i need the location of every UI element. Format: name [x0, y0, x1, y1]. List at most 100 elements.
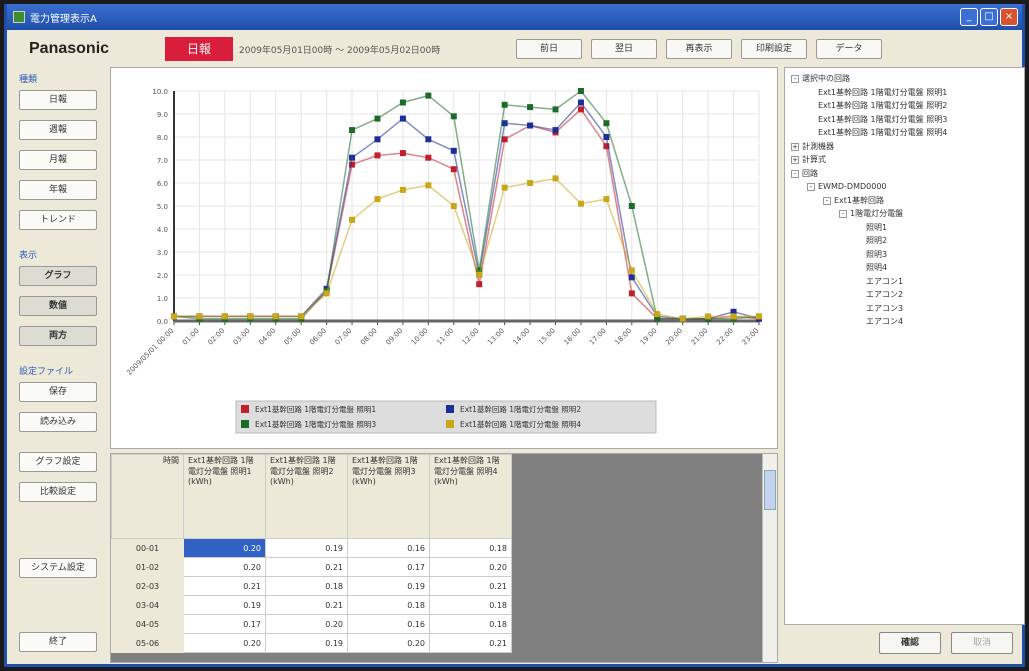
graph-view-button[interactable]: グラフ	[19, 266, 97, 286]
table-cell[interactable]: 0.21	[429, 633, 512, 653]
table-cell[interactable]: 0.20	[183, 557, 266, 577]
prev-day-button[interactable]: 前日	[516, 39, 582, 59]
expand-icon[interactable]: +	[791, 142, 799, 151]
table-cell[interactable]: 0.18	[429, 595, 512, 615]
table-cell[interactable]: 0.20	[183, 633, 266, 653]
collapse-icon[interactable]: -	[823, 196, 831, 205]
next-day-button[interactable]: 翌日	[591, 39, 657, 59]
table-row[interactable]: 01-02 0.20 0.21 0.17 0.20	[111, 557, 512, 577]
data-point	[399, 115, 406, 122]
table-cell[interactable]: 0.21	[265, 557, 348, 577]
tree-item[interactable]: - 選択中の回路	[791, 72, 1018, 86]
close-button[interactable]: ×	[1000, 8, 1018, 26]
tree-item[interactable]: エアコン2	[791, 288, 1018, 302]
tree-item[interactable]: Ext1基幹回路 1階電灯分電盤 照明3	[791, 113, 1018, 127]
ok-button[interactable]: 確認	[879, 632, 941, 654]
tree-item[interactable]: エアコン4	[791, 315, 1018, 329]
both-view-button[interactable]: 両方	[19, 326, 97, 346]
tree-item-label: 回路	[802, 168, 818, 178]
table-cell[interactable]: 0.18	[429, 614, 512, 634]
tree-item[interactable]: Ext1基幹回路 1階電灯分電盤 照明1	[791, 86, 1018, 100]
x-tick-label: 05:00	[283, 327, 303, 347]
tree-item[interactable]: - EWMD-DMD0000	[791, 180, 1018, 194]
collapse-icon[interactable]: -	[791, 169, 799, 178]
table-cell[interactable]: 0.20	[429, 557, 512, 577]
refresh-button[interactable]: 再表示	[666, 39, 732, 59]
tree-item[interactable]: + 計測機器	[791, 140, 1018, 154]
table-cell[interactable]: 0.18	[429, 538, 512, 558]
y-tick-label: 10.0	[152, 88, 168, 96]
tree-item[interactable]: + 計算式	[791, 153, 1018, 167]
table-row[interactable]: 05-06 0.20 0.19 0.20 0.21	[111, 633, 512, 653]
maximize-button[interactable]: □	[980, 8, 998, 26]
table-row[interactable]: 02-03 0.21 0.18 0.19 0.21	[111, 576, 512, 596]
tree-item-label: Ext1基幹回路 1階電灯分電盤 照明2	[818, 101, 948, 110]
tree-item[interactable]: エアコン3	[791, 302, 1018, 316]
daily-button[interactable]: 日報	[19, 90, 97, 110]
table-cell[interactable]: 0.19	[183, 595, 266, 615]
save-button[interactable]: 保存	[19, 382, 97, 402]
print-settings-button[interactable]: 印刷設定	[741, 39, 807, 59]
data-point	[196, 313, 203, 320]
graph-settings-button[interactable]: グラフ設定	[19, 452, 97, 472]
tree-item[interactable]: 照明4	[791, 261, 1018, 275]
tree-item[interactable]: Ext1基幹回路 1階電灯分電盤 照明2	[791, 99, 1018, 113]
table-cell[interactable]: 0.19	[347, 576, 430, 596]
collapse-icon[interactable]: -	[839, 210, 847, 218]
table-cell[interactable]: 0.21	[183, 576, 266, 596]
y-tick-label: 7.0	[157, 157, 168, 165]
table-cell[interactable]: 0.20	[183, 538, 266, 558]
table-cell[interactable]: 0.20	[347, 633, 430, 653]
tree-item[interactable]: -1階電灯分電盤	[791, 207, 1018, 221]
tree-item-label: 計測機器	[802, 141, 834, 151]
table-cell[interactable]: 0.19	[265, 538, 348, 558]
scrollbar-thumb[interactable]	[764, 470, 776, 510]
x-tick-label: 11:00	[435, 327, 455, 347]
data-point	[552, 175, 559, 182]
exit-button[interactable]: 終了	[19, 632, 97, 652]
data-point	[399, 186, 406, 193]
table-cell[interactable]: 0.16	[347, 614, 430, 634]
monthly-button[interactable]: 月報	[19, 150, 97, 170]
cancel-button[interactable]: 取消	[951, 632, 1013, 654]
table-cell[interactable]: 0.17	[183, 614, 266, 634]
numeric-view-button[interactable]: 数値	[19, 296, 97, 316]
column-header[interactable]: Ext1基幹回路 1階電灯分電盤 照明4 (kWh)	[429, 454, 512, 539]
data-grid: 時間 Ext1基幹回路 1階電灯分電盤 照明1 (kWh) Ext1基幹回路 1…	[110, 453, 778, 663]
table-cell[interactable]: 0.20	[265, 614, 348, 634]
tree-item[interactable]: 照明3	[791, 248, 1018, 262]
tree-item[interactable]: - 回路	[791, 167, 1018, 181]
table-row[interactable]: 04-05 0.17 0.20 0.16 0.18	[111, 614, 512, 634]
minimize-button[interactable]: _	[960, 8, 978, 26]
table-cell[interactable]: 0.19	[265, 633, 348, 653]
trend-button[interactable]: トレンド	[19, 210, 97, 230]
column-header[interactable]: Ext1基幹回路 1階電灯分電盤 照明1 (kWh)	[183, 454, 266, 539]
tree-item[interactable]: 照明2	[791, 234, 1018, 248]
tree-item-label: エアコン3	[866, 303, 904, 313]
column-header[interactable]: Ext1基幹回路 1階電灯分電盤 照明3 (kWh)	[347, 454, 430, 539]
vertical-scrollbar[interactable]	[762, 454, 777, 662]
load-button[interactable]: 読み込み	[19, 412, 97, 432]
tree-item[interactable]: エアコン1	[791, 275, 1018, 289]
system-settings-button[interactable]: システム設定	[19, 558, 97, 578]
expand-icon[interactable]: +	[791, 156, 799, 164]
x-tick-label: 01:00	[181, 327, 201, 347]
table-row[interactable]: 03-04 0.19 0.21 0.18 0.18	[111, 595, 512, 615]
tree-item[interactable]: Ext1基幹回路 1階電灯分電盤 照明4	[791, 126, 1018, 140]
tree-item[interactable]: - Ext1基幹回路	[791, 194, 1018, 208]
table-cell[interactable]: 0.21	[265, 595, 348, 615]
column-header[interactable]: Ext1基幹回路 1階電灯分電盤 照明2 (kWh)	[265, 454, 348, 539]
yearly-button[interactable]: 年報	[19, 180, 97, 200]
table-row[interactable]: 00-01 0.20 0.19 0.16 0.18	[111, 538, 512, 558]
data-button[interactable]: データ	[816, 39, 882, 59]
collapse-icon[interactable]: -	[807, 183, 815, 191]
table-cell[interactable]: 0.18	[347, 595, 430, 615]
weekly-button[interactable]: 週報	[19, 120, 97, 140]
tree-item[interactable]: 照明1	[791, 221, 1018, 235]
table-cell[interactable]: 0.21	[429, 576, 512, 596]
collapse-icon[interactable]: -	[791, 75, 799, 83]
table-cell[interactable]: 0.17	[347, 557, 430, 577]
table-cell[interactable]: 0.18	[265, 576, 348, 596]
table-cell[interactable]: 0.16	[347, 538, 430, 558]
compare-settings-button[interactable]: 比較設定	[19, 482, 97, 502]
